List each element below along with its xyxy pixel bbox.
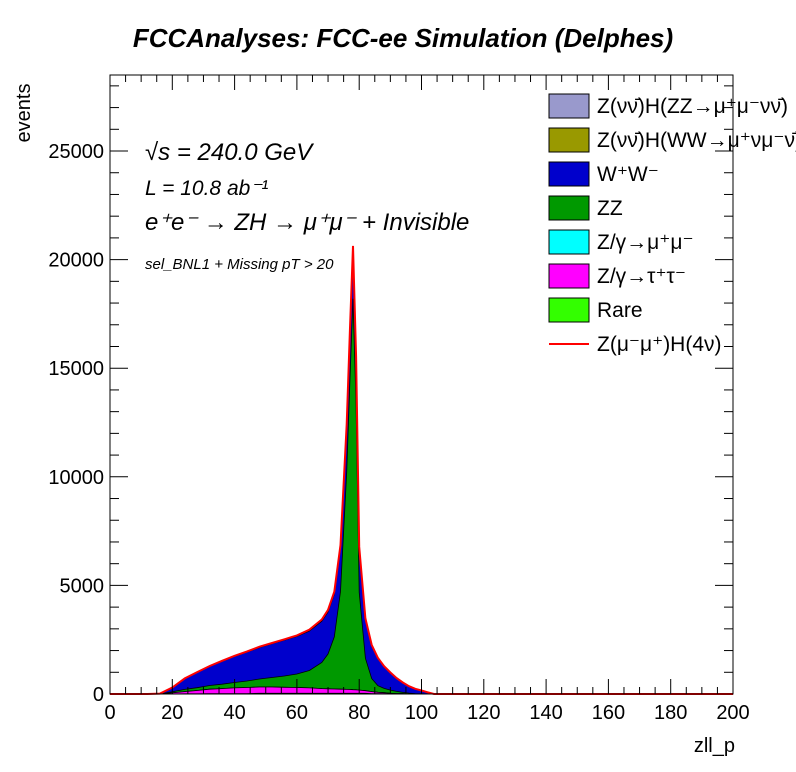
legend-item-z-h-4: Z(μ⁻μ⁺)H(4ν) [549,333,722,356]
y-tick-label: 25000 [48,141,104,163]
annotation-selection: sel_BNL1 + Missing pT > 20 [145,256,334,273]
legend-label: Z(νν̄)H(ZZ→μ⁺μ⁻νν̄) [597,95,788,118]
y-tick-label: 10000 [48,467,104,489]
legend-label: W⁺W⁻ [597,163,659,186]
chart-title: FCCAnalyses: FCC-ee Simulation (Delphes) [133,23,673,53]
legend-swatch [548,161,590,187]
annotation-sqrt-s: √s = 240.0 GeV [145,139,314,166]
legend-item-w-w: W⁺W⁻ [548,161,659,187]
legend-item-zz: ZZ [548,195,623,221]
x-tick-label: 140 [529,702,562,724]
x-tick-label: 40 [223,702,245,724]
x-tick-label: 100 [405,702,438,724]
signal-line [110,245,733,695]
x-tick-label: 80 [348,702,370,724]
legend-label: Z(μ⁻μ⁺)H(4ν) [597,333,722,356]
x-tick-label: 20 [161,702,183,724]
y-axis-label: events [13,84,35,143]
legend-label: Z(νν̄)H(WW→μ⁺νμ⁻ν̄) [597,129,796,152]
legend-item-rare: Rare [548,297,643,323]
legend-swatch [548,229,590,255]
y-tick-label: 0 [93,684,104,706]
legend-label: Rare [597,299,643,322]
x-axis-label: zll_p [694,735,735,757]
x-tick-label: 180 [654,702,687,724]
y-tick-label: 15000 [48,358,104,380]
legend-label: ZZ [597,197,623,220]
legend-swatch [548,93,590,119]
stack-area-zz [147,298,434,695]
legend-label: Z/γ→τ⁺τ⁻ [597,265,686,288]
legend-item-z-h-zz: Z(νν̄)H(ZZ→μ⁺μ⁻νν̄) [548,93,788,119]
legend-label: Z/γ→μ⁺μ⁻ [597,231,694,254]
x-tick-label: 200 [716,702,749,724]
legend-swatch [548,195,590,221]
legend-item-z-h-ww: Z(νν̄)H(WW→μ⁺νμ⁻ν̄) [548,127,796,153]
annotation-process: e⁺e⁻ → ZH → μ⁺μ⁻ + Invisible [145,209,469,236]
annotation-lumi: L = 10.8 ab⁻¹ [145,177,268,200]
legend-swatch [548,263,590,289]
y-tick-label: 5000 [60,575,105,597]
legend-swatch [548,297,590,323]
y-tick-label: 20000 [48,250,104,272]
axis-ticks: 0 20 40 60 80 100 120 140 160 180 200 0 5000 10000 150… [48,75,750,724]
legend-item-z: Z/γ→τ⁺τ⁻ [548,263,686,289]
x-tick-label: 0 [104,702,115,724]
legend-swatch [548,127,590,153]
x-tick-label: 60 [286,702,308,724]
x-tick-label: 120 [467,702,500,724]
x-tick-label: 160 [592,702,625,724]
legend: Z(νν̄)H(ZZ→μ⁺μ⁻νν̄) Z(νν̄)H(WW→μ⁺νμ⁻ν̄) W⁺… [548,93,796,356]
plot-frame [109,74,734,695]
legend-item-z: Z/γ→μ⁺μ⁻ [548,229,694,255]
